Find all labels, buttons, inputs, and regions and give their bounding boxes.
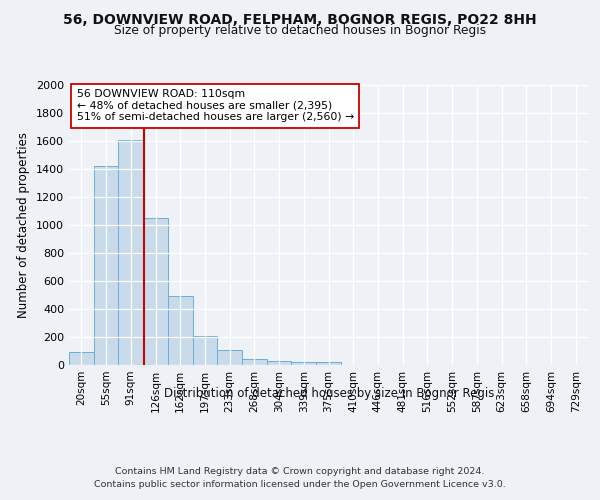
Bar xyxy=(118,140,143,365)
Bar xyxy=(168,296,193,365)
Bar xyxy=(316,362,341,365)
Text: Contains HM Land Registry data © Crown copyright and database right 2024.
Contai: Contains HM Land Registry data © Crown c… xyxy=(94,468,506,489)
Bar xyxy=(94,166,118,365)
Y-axis label: Number of detached properties: Number of detached properties xyxy=(17,132,31,318)
Text: Size of property relative to detached houses in Bognor Regis: Size of property relative to detached ho… xyxy=(114,24,486,37)
Text: 56, DOWNVIEW ROAD, FELPHAM, BOGNOR REGIS, PO22 8HH: 56, DOWNVIEW ROAD, FELPHAM, BOGNOR REGIS… xyxy=(63,12,537,26)
Bar xyxy=(242,359,267,365)
Bar xyxy=(69,352,94,365)
Text: Distribution of detached houses by size in Bognor Regis: Distribution of detached houses by size … xyxy=(164,388,494,400)
Bar xyxy=(217,350,242,365)
Bar xyxy=(193,336,217,365)
Bar xyxy=(143,218,168,365)
Text: 56 DOWNVIEW ROAD: 110sqm
← 48% of detached houses are smaller (2,395)
51% of sem: 56 DOWNVIEW ROAD: 110sqm ← 48% of detach… xyxy=(77,89,354,122)
Bar xyxy=(292,362,316,365)
Bar xyxy=(267,361,292,365)
